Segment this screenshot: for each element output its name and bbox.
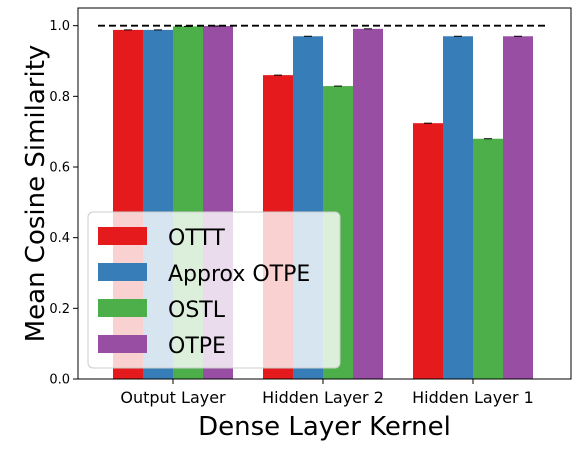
y-axis: 0.0 0.2 0.4 0.6 0.8 1.0 [49,19,78,388]
bar-ostl-2 [473,138,503,379]
bar-otpe-2 [503,36,533,380]
y-tick-label: 0.2 [49,302,70,317]
legend: OTTT Approx OTPE OSTL OTPE [87,211,341,369]
y-tick-label: 0.4 [49,231,70,246]
y-axis-title: Mean Cosine Similarity [21,45,51,343]
legend-label: OSTL [168,298,226,323]
y-tick-label: 0.0 [49,373,70,388]
y-tick-label: 0.8 [49,90,70,105]
x-category-label: Hidden Layer 1 [412,388,534,407]
y-tick-label: 1.0 [49,19,70,34]
y-tick-label: 0.6 [49,161,70,176]
bar-approx-otpe-2 [443,36,473,380]
x-axis: Output Layer Hidden Layer 2 Hidden Layer 1 [120,379,534,407]
bar-otpe-1 [353,28,383,379]
legend-swatch [98,299,147,317]
legend-swatch [98,227,147,245]
legend-label: OTTT [168,226,225,251]
legend-swatch [98,263,147,281]
x-axis-title: Dense Layer Kernel [198,412,451,442]
legend-label: Approx OTPE [168,262,310,287]
plot-frame [77,7,572,380]
legend-box [87,211,341,369]
bar-ottt-2 [413,123,443,379]
x-category-label: Output Layer [120,388,226,407]
legend-swatch [98,335,147,353]
legend-label: OTPE [168,334,226,359]
x-category-label: Hidden Layer 2 [262,388,384,407]
